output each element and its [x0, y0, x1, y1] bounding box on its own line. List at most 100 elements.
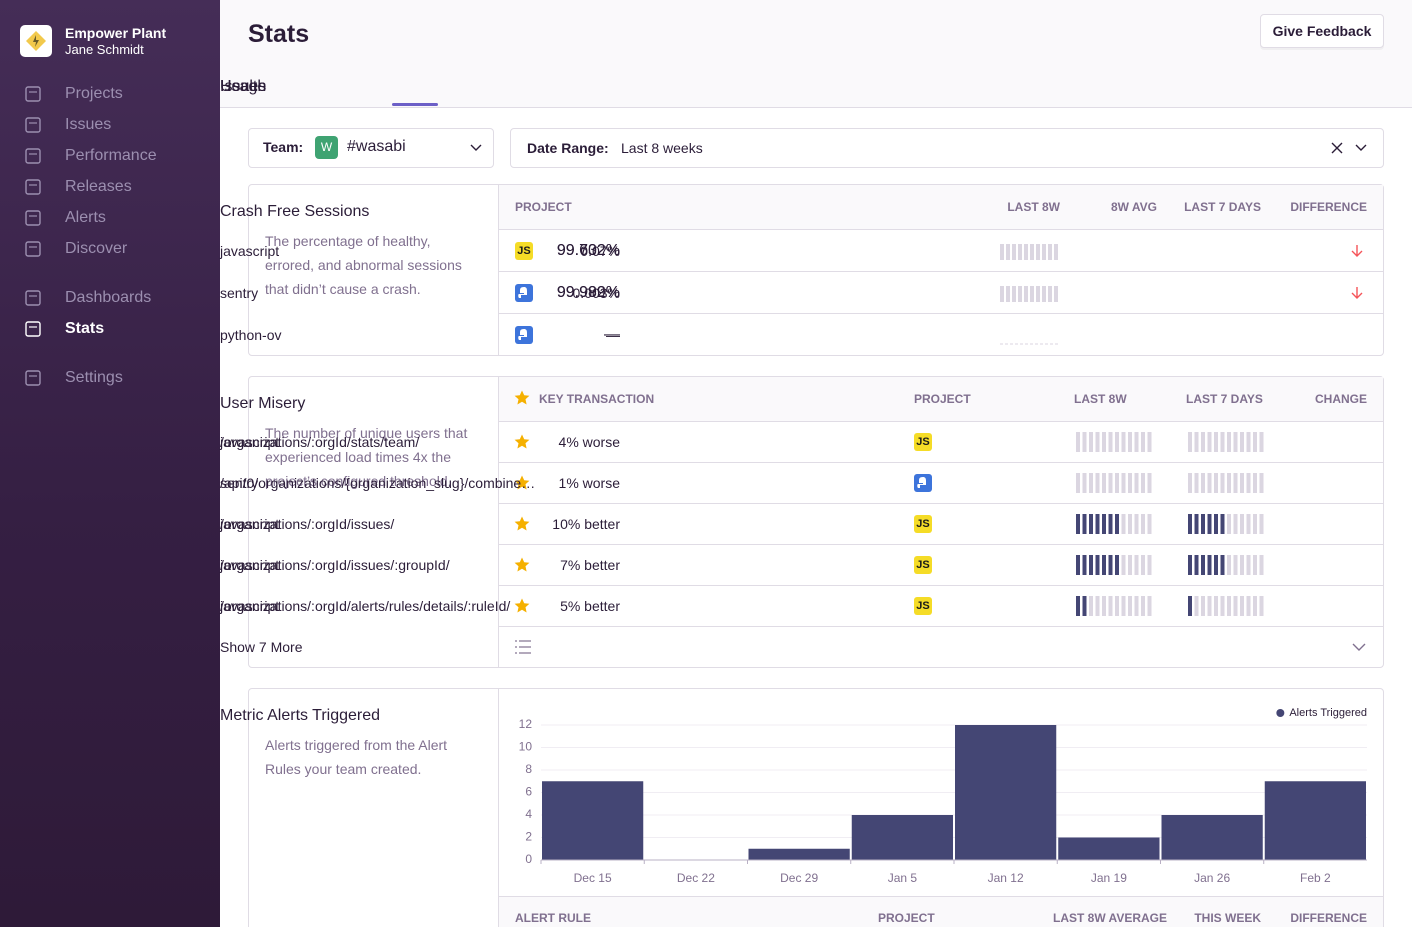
list-icon — [515, 640, 531, 654]
nav-item[interactable]: Performance — [65, 147, 157, 164]
project-link[interactable]: sentry — [220, 285, 259, 301]
project-link[interactable]: javascript — [220, 598, 280, 614]
team-badge: W — [315, 136, 338, 159]
nav-item[interactable]: Releases — [65, 178, 132, 195]
project-link[interactable]: javascript — [220, 434, 280, 450]
misery-bar — [1134, 555, 1139, 575]
nav-icon — [25, 370, 41, 386]
column-header: PROJECT — [914, 392, 971, 406]
project-link[interactable]: javascript — [220, 243, 280, 259]
misery-bar — [1141, 473, 1145, 493]
nav-icon — [25, 117, 41, 133]
nav-item[interactable]: Dashboards — [65, 289, 152, 306]
project-link[interactable]: javascript — [220, 557, 280, 573]
sparkline-bar — [1030, 286, 1034, 302]
divider — [498, 688, 499, 927]
show-more[interactable]: Show 7 More — [220, 639, 303, 655]
platform-icon — [515, 326, 533, 344]
sparkline-bar — [1042, 244, 1046, 260]
org-logo[interactable] — [20, 25, 52, 57]
project-link[interactable]: sentry — [220, 475, 259, 491]
nav-item[interactable]: Projects — [65, 85, 123, 102]
project-link[interactable]: javascript — [220, 516, 280, 532]
logo-mark — [26, 31, 46, 51]
panel-title: Crash Free Sessions — [220, 203, 370, 220]
misery-bar — [1108, 555, 1113, 575]
transaction-link[interactable]: /api/0/organizations/{organization_slug}… — [220, 475, 536, 491]
misery-bar — [1259, 514, 1264, 534]
feedback-button[interactable]: Give Feedback — [1260, 14, 1384, 48]
nav-item[interactable]: Discover — [65, 240, 128, 257]
misery-bars — [1188, 514, 1264, 534]
arrow — [1351, 287, 1363, 299]
x-tick-label: Dec 22 — [677, 871, 715, 885]
star-icon — [514, 516, 530, 531]
misery-bar — [1121, 473, 1126, 493]
misery-bar — [1115, 432, 1119, 452]
y-tick-label: 4 — [525, 807, 532, 821]
date-select[interactable] — [510, 128, 1384, 168]
misery-bar — [1134, 473, 1139, 493]
tab[interactable]: Usage — [220, 78, 267, 95]
org-name[interactable]: Empower Plant — [65, 25, 167, 41]
panel — [248, 688, 1384, 927]
misery-bar — [1095, 514, 1100, 534]
nav-item[interactable]: Stats — [65, 320, 105, 337]
team-label: Team: — [263, 139, 304, 155]
platform-icon: JS — [914, 515, 932, 533]
sparkline-bar — [1054, 286, 1058, 302]
nav-icon — [25, 290, 41, 306]
misery-bar — [1147, 473, 1152, 493]
misery-bar — [1194, 432, 1199, 452]
tab[interactable]: Health — [220, 78, 267, 95]
main: Stats Give Feedback Team: W #wasabi Date… — [220, 0, 1412, 927]
team-select[interactable] — [248, 128, 494, 168]
x-tick-label: Dec 29 — [780, 871, 818, 885]
change: 7% better — [560, 557, 620, 573]
x-tick-label: Jan 26 — [1194, 871, 1230, 885]
arrow — [1351, 245, 1363, 257]
misery-bar — [1207, 514, 1212, 534]
misery-bars — [1076, 473, 1152, 493]
nav-item[interactable]: Issues — [65, 116, 112, 133]
misery-bar — [1102, 432, 1106, 452]
misery-bar — [1082, 432, 1087, 452]
misery-bar — [1253, 432, 1257, 452]
sparkline-bar — [1048, 286, 1052, 302]
sparkline — [1000, 244, 1058, 260]
column-header: LAST 8W — [1007, 200, 1060, 214]
transaction-link[interactable]: /organizations/:orgId/alerts/rules/detai… — [220, 598, 511, 614]
transaction-link[interactable]: /organizations/:orgId/issues/ — [220, 516, 395, 532]
transaction-link[interactable]: /organizations/:orgId/issues/:groupId/ — [220, 557, 450, 573]
misery-bar — [1076, 596, 1080, 616]
misery-bar — [1076, 473, 1080, 493]
project-link[interactable]: python-ov — [220, 327, 282, 343]
sparkline-bar — [1012, 244, 1016, 260]
difference: 0.003% — [572, 285, 620, 301]
misery-bar — [1253, 473, 1257, 493]
tab[interactable]: Issues — [220, 78, 267, 95]
last-7-days: — — [604, 326, 620, 343]
star — [514, 390, 530, 405]
legend-label: Alerts Triggered — [1289, 707, 1367, 719]
sparkline-bar — [1036, 286, 1040, 302]
nav-item[interactable]: Settings — [65, 369, 123, 386]
misery-bar — [1095, 596, 1100, 616]
misery-level — [1076, 555, 1152, 575]
misery-level — [1188, 596, 1264, 616]
sparkline-bar — [1042, 286, 1046, 302]
icon-shape — [25, 210, 41, 226]
date-value: Last 8 weeks — [621, 140, 703, 156]
misery-level — [1188, 514, 1264, 534]
nav-item[interactable]: Alerts — [65, 209, 106, 226]
column-header: LAST 8W — [1074, 392, 1127, 406]
date-controls[interactable] — [1330, 141, 1370, 155]
sparkline-bar — [1024, 244, 1028, 260]
misery-bars — [1188, 596, 1264, 616]
misery-bar — [1147, 514, 1152, 534]
chevron — [1352, 643, 1366, 651]
transaction-link[interactable]: /organizations/:orgId/stats/team/ — [220, 434, 420, 450]
misery-bar — [1194, 555, 1199, 575]
misery-bar — [1102, 514, 1106, 534]
column-header: LAST 8W AVERAGE — [1052, 911, 1167, 925]
